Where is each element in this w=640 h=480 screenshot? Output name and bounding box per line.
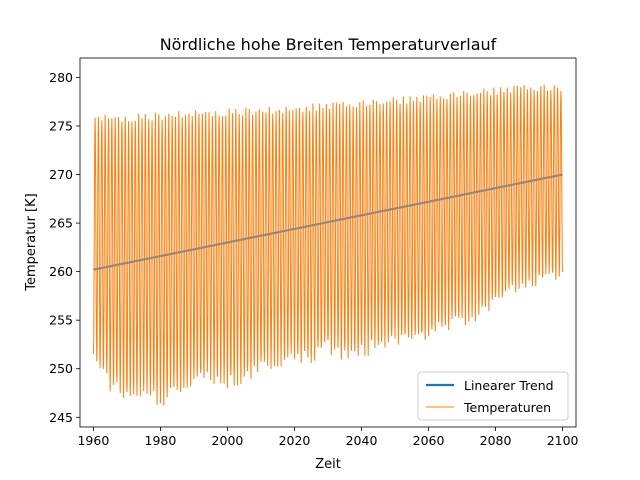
y-tick-label: 275: [49, 118, 73, 133]
y-tick-label: 245: [49, 410, 73, 425]
plot-frame: [79, 57, 577, 428]
y-tick-label: 270: [49, 167, 73, 182]
series-line-trend-overlay: [93, 173, 563, 271]
x-tick-label: 2040: [346, 433, 378, 448]
series-line-temperatures: [92, 85, 564, 406]
x-tick-label: 1960: [77, 433, 109, 448]
x-tick-label: 2000: [212, 433, 244, 448]
plot-area: [92, 85, 564, 406]
legend-label-temperatures: Temperaturen: [463, 400, 551, 415]
y-tick-label: 260: [49, 264, 73, 279]
x-axis-label: Zeit: [315, 457, 341, 472]
y-axis: 245 250 255 260 265 270 275 280: [49, 70, 80, 425]
x-tick-label: 2060: [413, 433, 445, 448]
y-axis-label: Temperatur [K]: [24, 193, 39, 291]
legend-label-trend: Linearer Trend: [464, 378, 554, 393]
x-axis: 1960 1980 2000 2020 2040 2060 2080 2100: [77, 427, 579, 448]
x-tick-label: 2080: [480, 433, 512, 448]
chart-title: Nördliche hohe Breiten Temperaturverlauf: [160, 35, 497, 54]
y-tick-label: 255: [49, 313, 73, 328]
x-tick-label: 1980: [145, 433, 177, 448]
x-tick-label: 2020: [279, 433, 311, 448]
y-tick-label: 280: [49, 70, 73, 85]
y-tick-label: 265: [49, 216, 73, 231]
legend: Linearer Trend Temperaturen: [417, 371, 569, 421]
x-tick-label: 2100: [547, 433, 579, 448]
legend-box: [417, 371, 569, 421]
y-tick-label: 250: [49, 361, 73, 376]
